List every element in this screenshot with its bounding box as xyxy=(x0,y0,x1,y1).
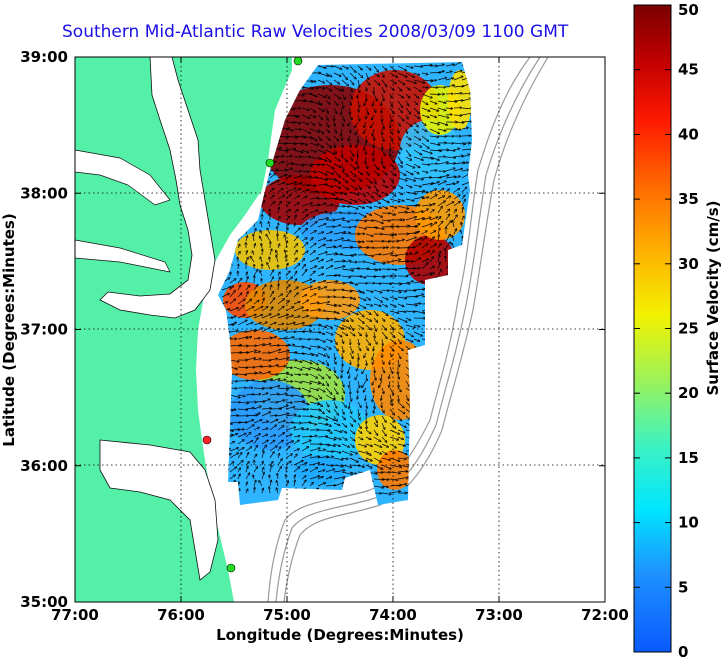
y-tick-label: 36:00 xyxy=(20,457,68,475)
x-tick-label: 72:00 xyxy=(581,606,629,624)
y-tick-label: 37:00 xyxy=(20,321,68,339)
x-tick-label: 77:00 xyxy=(51,606,99,624)
x-axis-label: Longitude (Degrees:Minutes) xyxy=(216,626,464,644)
x-tick-label: 75:00 xyxy=(263,606,311,624)
station-marker xyxy=(226,563,236,573)
x-tick-label: 76:00 xyxy=(157,606,205,624)
colorbar xyxy=(633,4,672,653)
y-tick-label: 35:00 xyxy=(20,593,68,611)
colorbar-tick-label: 15 xyxy=(678,449,699,467)
x-tick-label: 73:00 xyxy=(475,606,523,624)
potomac-river xyxy=(75,149,171,206)
pamlico-sound xyxy=(99,439,219,581)
chesapeake-bay xyxy=(99,57,216,319)
colorbar-ticks: 0 5 10 15 20 25 30 35 40 45 50 xyxy=(634,1,699,659)
y-tick-label: 38:00 xyxy=(20,184,68,202)
rappahannock-river xyxy=(75,239,171,273)
colorbar-tick-label: 50 xyxy=(678,1,699,19)
y-axis-label: Latitude (Degrees:Minutes) xyxy=(0,213,18,446)
map-title: Southern Mid-Atlantic Raw Velocities 200… xyxy=(62,22,569,42)
x-axis-ticks: 77:00 76:00 75:00 74:00 73:00 72:00 xyxy=(51,57,629,624)
colorbar-tick-label: 45 xyxy=(678,61,699,79)
y-axis-ticks: 39:00 38:00 37:00 36:00 35:00 xyxy=(20,48,605,611)
station-marker xyxy=(265,158,275,168)
colorbar-tick-label: 5 xyxy=(678,578,688,596)
grid-lines xyxy=(75,57,605,602)
colorbar-tick-label: 25 xyxy=(678,320,699,338)
coastal-water xyxy=(228,570,248,602)
colorbar-tick-label: 40 xyxy=(678,125,699,143)
x-tick-label: 74:00 xyxy=(369,606,417,624)
colorbar-label: Surface Velocity (cm/s) xyxy=(704,200,722,395)
colorbar-tick-label: 30 xyxy=(678,255,699,273)
colorbar-tick-label: 10 xyxy=(678,514,699,532)
colorbar-tick-label: 20 xyxy=(678,384,699,402)
y-tick-label: 39:00 xyxy=(20,48,68,66)
station-marker xyxy=(293,57,303,66)
colorbar-tick-label: 0 xyxy=(678,643,688,659)
colorbar-tick-label: 35 xyxy=(678,190,699,208)
station-marker xyxy=(202,435,212,445)
